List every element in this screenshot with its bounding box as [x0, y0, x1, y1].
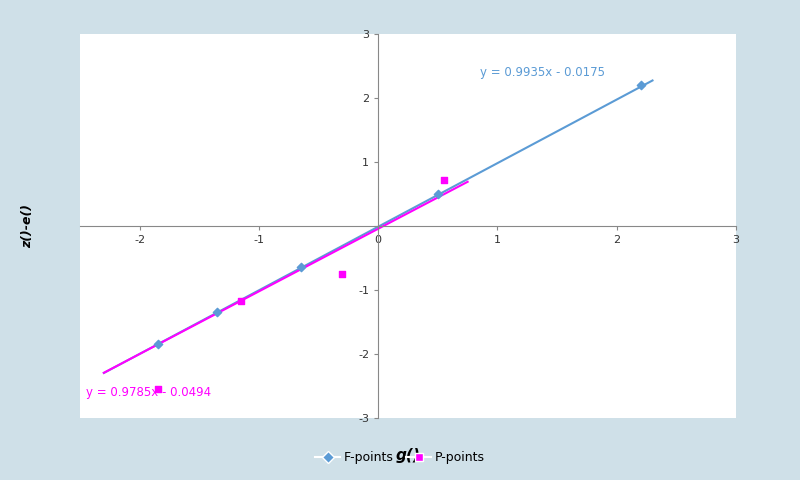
- Point: [234, 297, 247, 305]
- Point: [210, 308, 223, 316]
- Y-axis label: z()-e(): z()-e(): [21, 204, 34, 248]
- X-axis label: g(): g(): [395, 448, 421, 463]
- Text: y = 0.9935x - 0.0175: y = 0.9935x - 0.0175: [479, 66, 605, 79]
- Legend: F-points, P-points: F-points, P-points: [310, 446, 490, 469]
- Point: [294, 264, 307, 271]
- Point: [151, 385, 164, 393]
- Point: [634, 81, 647, 89]
- Point: [438, 176, 450, 183]
- Point: [336, 270, 349, 277]
- Point: [151, 340, 164, 348]
- Text: y = 0.9785x - 0.0494: y = 0.9785x - 0.0494: [86, 385, 211, 398]
- Point: [431, 190, 444, 197]
